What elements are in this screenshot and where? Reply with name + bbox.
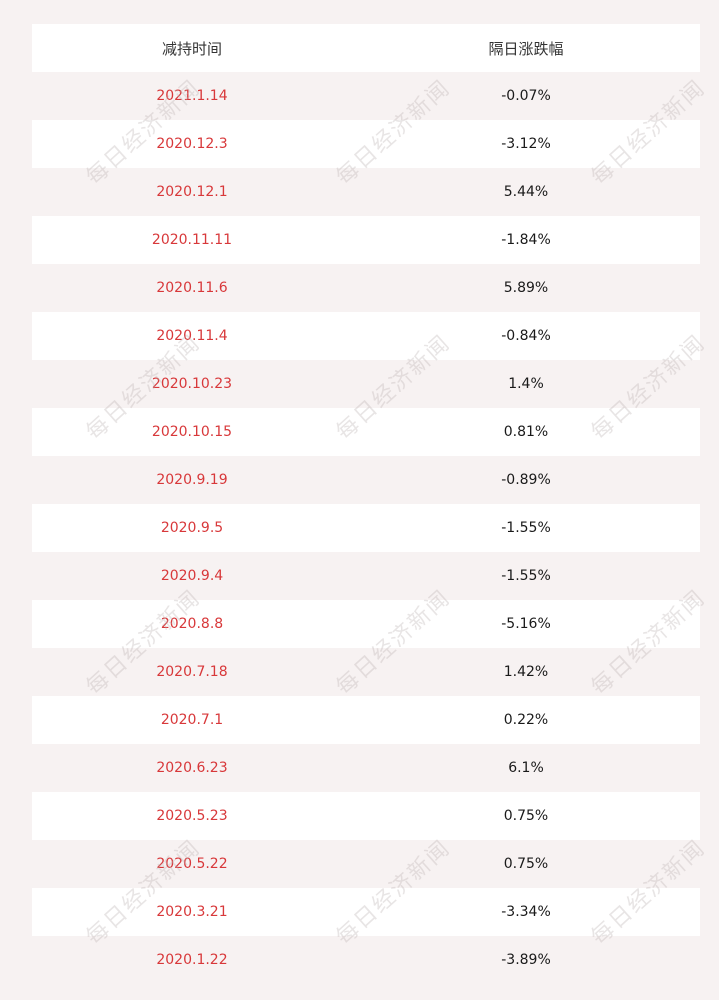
table-row: 2020.11.4 -0.84% xyxy=(32,312,700,360)
row-date: 2020.5.22 xyxy=(156,856,228,872)
table-row: 2020.1.22 -3.89% xyxy=(32,936,700,984)
table-row: 2020.11.11 -1.84% xyxy=(32,216,700,264)
table-row: 2020.6.23 6.1% xyxy=(32,744,700,792)
row-change: -3.89% xyxy=(501,952,551,968)
table-row: 2020.10.23 1.4% xyxy=(32,360,700,408)
row-change: 1.42% xyxy=(503,664,549,680)
row-change: -1.55% xyxy=(501,520,551,536)
row-change: -0.84% xyxy=(501,328,551,344)
row-change: -0.07% xyxy=(501,88,551,104)
row-change: 1.4% xyxy=(508,376,544,392)
row-date: 2020.12.1 xyxy=(156,184,228,200)
row-date: 2020.9.4 xyxy=(160,568,224,584)
row-change: -3.34% xyxy=(501,904,551,920)
row-date: 2020.1.22 xyxy=(156,952,228,968)
row-change: -5.16% xyxy=(501,616,551,632)
row-change: 5.89% xyxy=(503,280,549,296)
row-date: 2020.11.11 xyxy=(151,232,233,248)
row-date: 2020.8.8 xyxy=(160,616,224,632)
row-date: 2020.9.19 xyxy=(156,472,228,488)
row-date: 2021.1.14 xyxy=(156,88,228,104)
row-change: 5.44% xyxy=(503,184,549,200)
table-row: 2020.9.4 -1.55% xyxy=(32,552,700,600)
row-change: -1.55% xyxy=(501,568,551,584)
row-date: 2020.3.21 xyxy=(156,904,228,920)
row-date: 2020.5.23 xyxy=(156,808,228,824)
table-row: 2020.5.22 0.75% xyxy=(32,840,700,888)
table-row: 2020.7.1 0.22% xyxy=(32,696,700,744)
table-row: 2021.1.14 -0.07% xyxy=(32,72,700,120)
data-table: 减持时间 隔日涨跌幅 2021.1.14 -0.07% 2020.12.3 -3.12… xyxy=(32,24,700,984)
row-change: 0.75% xyxy=(503,808,549,824)
row-date: 2020.12.3 xyxy=(156,136,228,152)
row-change: 6.1% xyxy=(508,760,544,776)
row-date: 2020.10.23 xyxy=(151,376,233,392)
table-row: 2020.9.19 -0.89% xyxy=(32,456,700,504)
table-row: 2020.3.21 -3.34% xyxy=(32,888,700,936)
row-change: 0.75% xyxy=(503,856,549,872)
row-change: 0.81% xyxy=(503,424,549,440)
header-change: 隔日涨跌幅 xyxy=(488,39,564,58)
row-change: -1.84% xyxy=(501,232,551,248)
row-date: 2020.11.4 xyxy=(156,328,228,344)
row-date: 2020.10.15 xyxy=(151,424,233,440)
table-row: 2020.9.5 -1.55% xyxy=(32,504,700,552)
table-row: 2020.11.6 5.89% xyxy=(32,264,700,312)
header-date: 减持时间 xyxy=(161,39,222,58)
row-date: 2020.7.18 xyxy=(156,664,228,680)
table-row: 2020.7.18 1.42% xyxy=(32,648,700,696)
row-change: 0.22% xyxy=(503,712,549,728)
table-row: 2020.12.3 -3.12% xyxy=(32,120,700,168)
row-change: -3.12% xyxy=(501,136,551,152)
table-header-row: 减持时间 隔日涨跌幅 xyxy=(32,24,700,72)
row-date: 2020.11.6 xyxy=(156,280,228,296)
table-row: 2020.8.8 -5.16% xyxy=(32,600,700,648)
table-row: 2020.12.1 5.44% xyxy=(32,168,700,216)
row-change: -0.89% xyxy=(501,472,551,488)
table-body: 2021.1.14 -0.07% 2020.12.3 -3.12% 2020.12.1 5… xyxy=(32,72,700,984)
row-date: 2020.6.23 xyxy=(156,760,228,776)
table-row: 2020.5.23 0.75% xyxy=(32,792,700,840)
table-row: 2020.10.15 0.81% xyxy=(32,408,700,456)
row-date: 2020.9.5 xyxy=(160,520,224,536)
row-date: 2020.7.1 xyxy=(160,712,224,728)
